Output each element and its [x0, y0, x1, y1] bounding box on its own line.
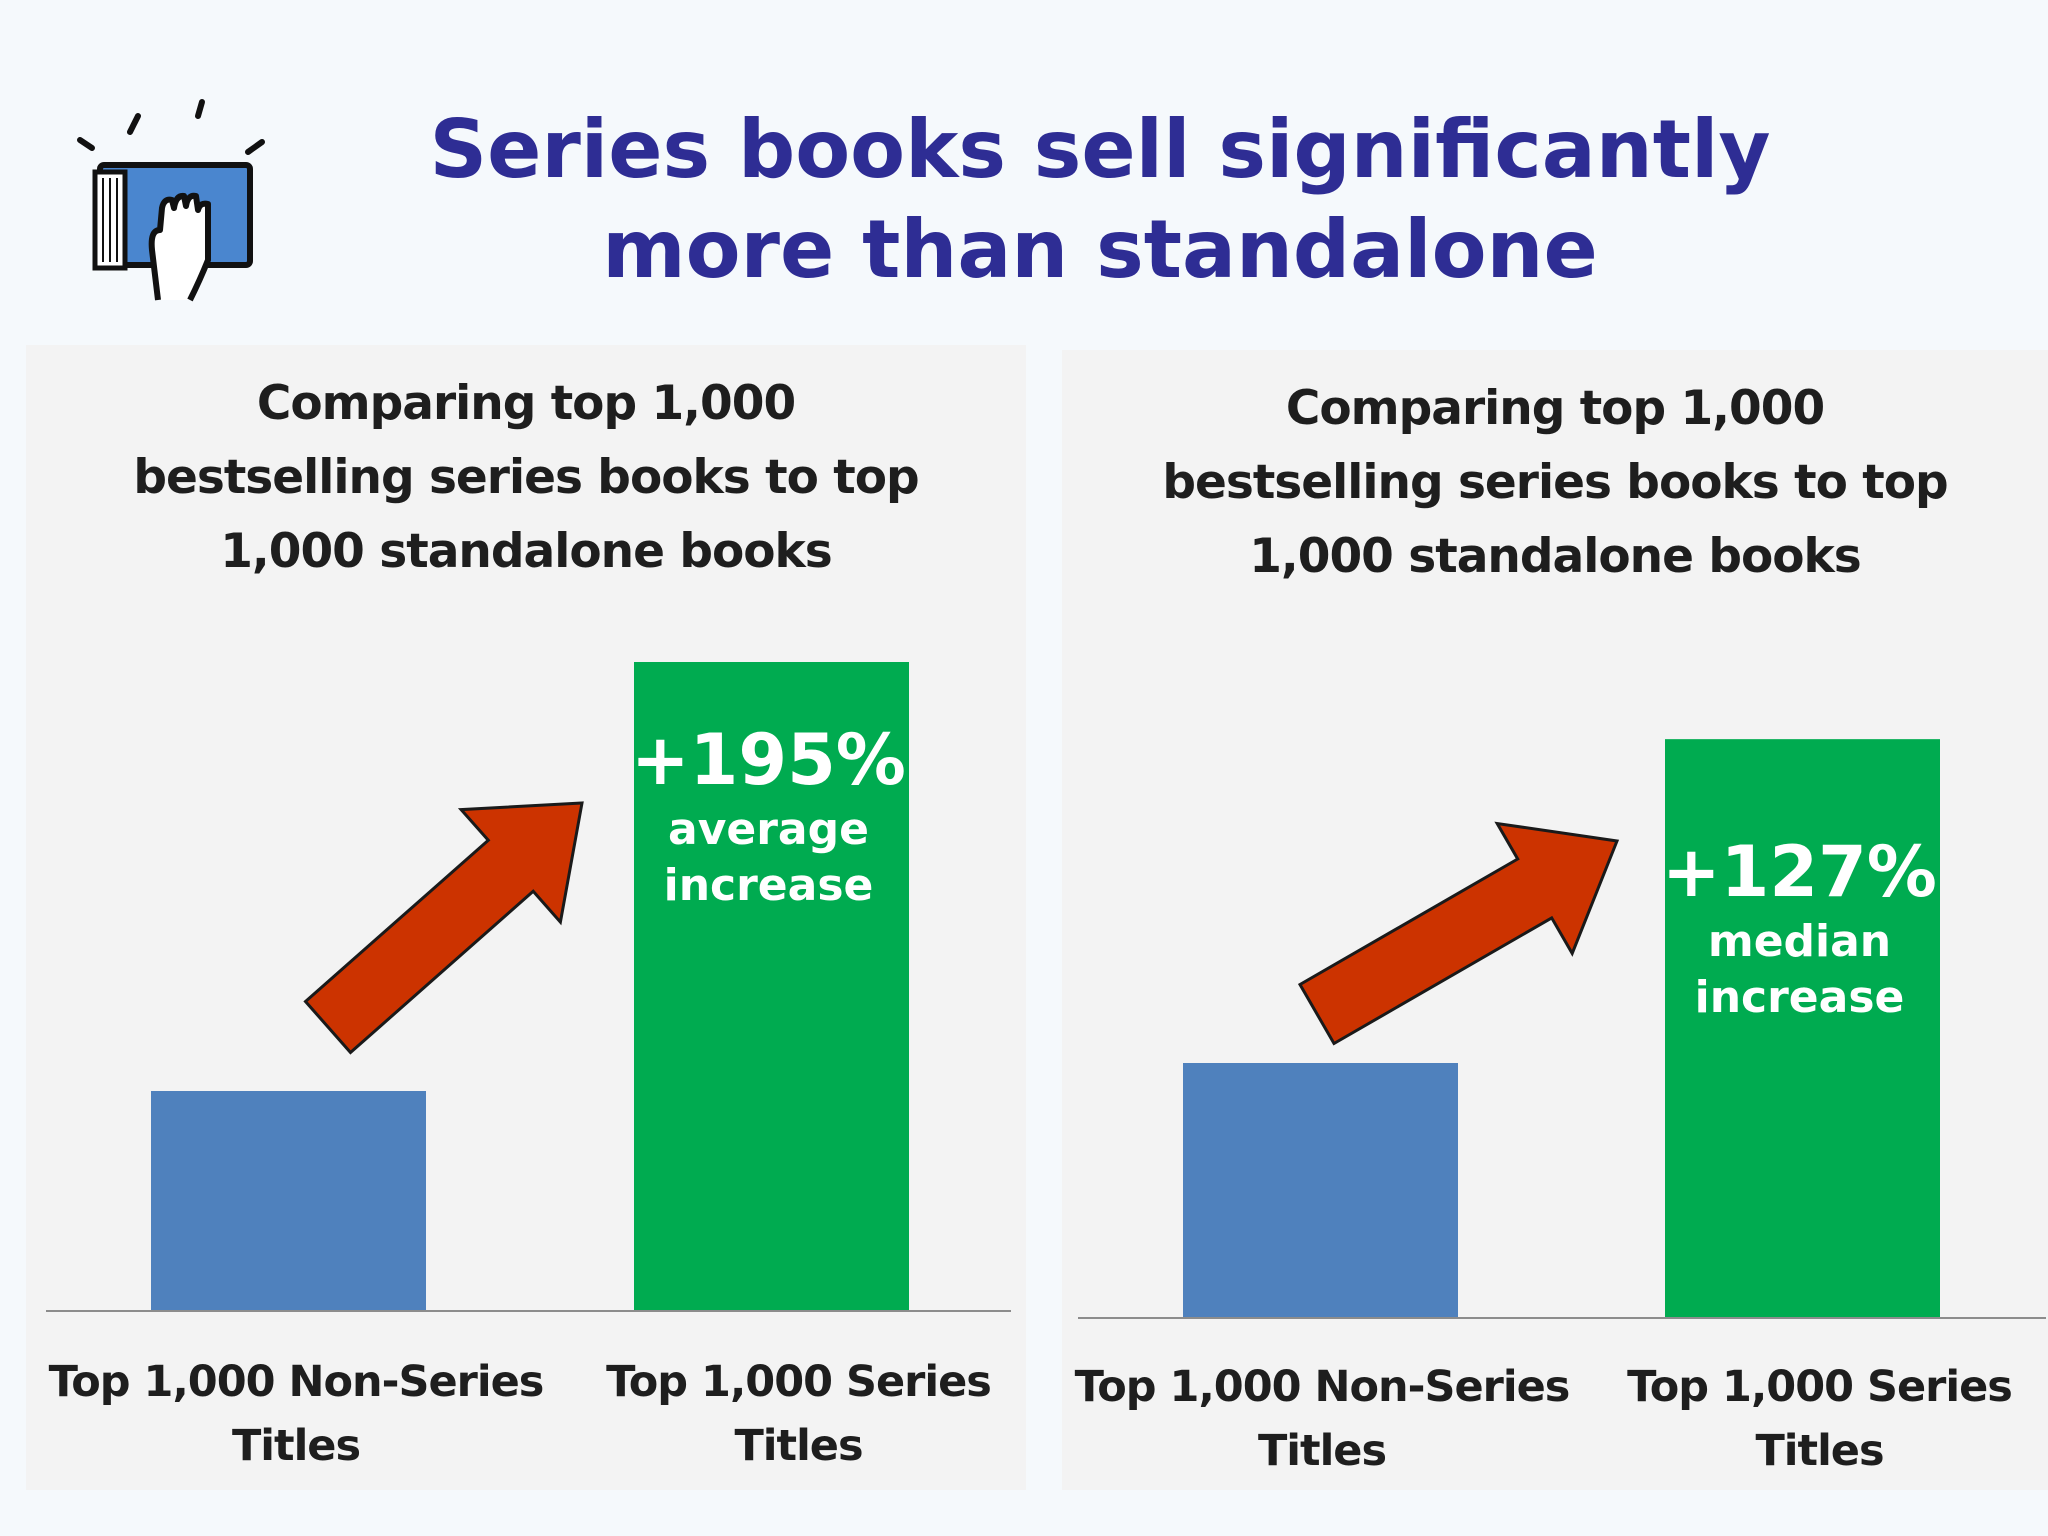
red-up-arrow-icon — [1297, 821, 1620, 1046]
x-tick-label-line-2: Titles — [1257, 1426, 1387, 1476]
x-tick-label-line-1: Top 1,000 Non-Series — [1074, 1362, 1571, 1412]
bar-non-series — [151, 1091, 426, 1311]
annotation-line-2: increase — [1694, 972, 1905, 1023]
x-tick-label-line-2: Titles — [231, 1421, 361, 1471]
annotation-line-2: increase — [663, 860, 874, 911]
slide-title-line-1: Series books sell significantly — [429, 103, 1771, 196]
bar-series — [1665, 739, 1940, 1318]
bar-series — [634, 662, 909, 1311]
x-tick-label-line-1: Top 1,000 Series — [1627, 1362, 2013, 1412]
chart-title-line-2: bestselling series books to top — [133, 450, 919, 505]
book-hand-icon — [40, 90, 295, 310]
bar-annotation: +195% average increase — [631, 718, 906, 914]
x-tick-label-line-2: Titles — [734, 1421, 863, 1471]
x-tick-label: Top 1,000 Non-Series Titles — [1062, 1355, 1582, 1483]
annotation-value: +127% — [1662, 831, 1937, 913]
x-tick-label: Top 1,000 Non-Series Titles — [36, 1350, 556, 1478]
chart-panel-average: Comparing top 1,000 bestselling series b… — [26, 345, 1026, 1490]
chart-title: Comparing top 1,000 bestselling series b… — [26, 367, 1026, 589]
x-tick-label-line-1: Top 1,000 Non-Series — [48, 1357, 545, 1407]
slide-title-line-2: more than standalone — [602, 203, 1598, 296]
bar-annotation: +127% median increase — [1662, 830, 1937, 1026]
chart-title-line-2: bestselling series books to top — [1162, 455, 1948, 510]
x-tick-label-line-1: Top 1,000 Series — [606, 1357, 992, 1407]
bar-non-series — [1183, 1063, 1458, 1318]
bar-chart-average — [46, 662, 1011, 1312]
chart-title-line-1: Comparing top 1,000 — [1285, 381, 1825, 436]
annotation-line-1: average — [668, 804, 869, 855]
annotation-line-1: median — [1707, 916, 1892, 967]
red-up-arrow-icon — [303, 801, 584, 1055]
bar-chart-median — [1078, 739, 2046, 1319]
x-tick-label: Top 1,000 Series Titles — [1597, 1355, 2042, 1483]
chart-title-line-3: 1,000 standalone books — [220, 524, 833, 579]
chart-title-line-3: 1,000 standalone books — [1249, 529, 1862, 584]
chart-title-line-1: Comparing top 1,000 — [256, 376, 796, 431]
x-tick-label-line-2: Titles — [1755, 1426, 1884, 1476]
slide-title: Series books sell significantly more tha… — [360, 100, 1840, 300]
x-tick-label: Top 1,000 Series Titles — [576, 1350, 1021, 1478]
annotation-value: +195% — [631, 719, 906, 801]
chart-panel-median: Comparing top 1,000 bestselling series b… — [1062, 350, 2048, 1490]
chart-title: Comparing top 1,000 bestselling series b… — [1062, 372, 2048, 594]
